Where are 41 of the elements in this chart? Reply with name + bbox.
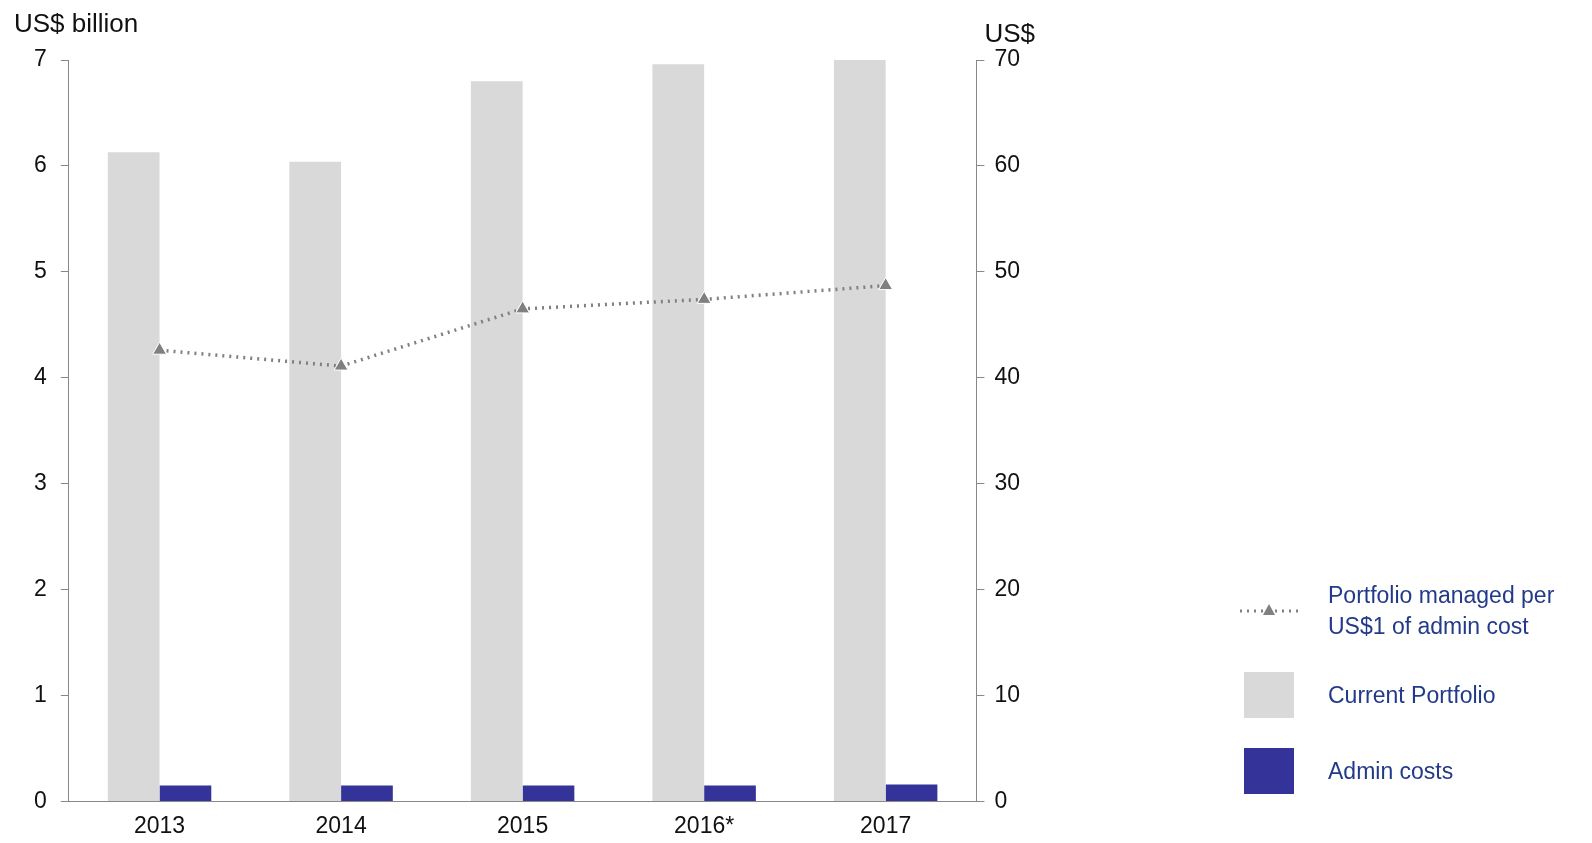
y-tick-label: 2 [33, 574, 47, 601]
y2-tick-label: 40 [994, 363, 1021, 390]
y-tick-label: 1 [33, 680, 47, 707]
legend-label: Admin costs [1328, 756, 1454, 786]
y2-tick-label: 30 [994, 469, 1021, 495]
x-tick-label: 2013 [133, 811, 186, 838]
bar [341, 785, 393, 801]
point [152, 341, 167, 355]
x-tick-label: 2017 [860, 811, 912, 838]
x-tick-label: 2015 [497, 811, 549, 838]
y-tick-label: 3 [33, 469, 47, 495]
legend-label: Current Portfolio [1328, 680, 1496, 710]
point [878, 277, 894, 291]
y-tick-label: 5 [33, 257, 47, 284]
bar [470, 81, 523, 801]
legend-label: Portfolio managed per US$1 of admin cost [1328, 581, 1556, 641]
y2-tick-label: 0 [994, 786, 1008, 813]
bar [159, 785, 212, 801]
y2-tick-label: 50 [994, 257, 1021, 284]
bar [885, 784, 938, 801]
y-tick-label: 7 [33, 45, 47, 72]
point [515, 300, 531, 314]
y2-tick-label: 70 [994, 45, 1021, 72]
bar [833, 60, 886, 801]
bar [704, 785, 756, 801]
y-tick-label: 0 [33, 786, 47, 813]
point [696, 290, 712, 304]
y2-axis-title: US$ [984, 18, 1036, 48]
x-tick-label: 2014 [315, 811, 367, 838]
x-tick-label: 2016* [674, 811, 735, 838]
y-tick-label: 6 [33, 151, 47, 178]
y2-tick-label: 10 [994, 680, 1021, 707]
y2-tick-label: 60 [994, 151, 1021, 178]
point [333, 357, 349, 371]
bar [289, 161, 342, 801]
y-axis-title: US$ billion [14, 8, 139, 38]
bar [652, 64, 705, 801]
y2-tick-label: 20 [994, 574, 1021, 601]
y-tick-label: 4 [33, 363, 47, 390]
bar [522, 785, 575, 801]
bar [107, 152, 160, 801]
